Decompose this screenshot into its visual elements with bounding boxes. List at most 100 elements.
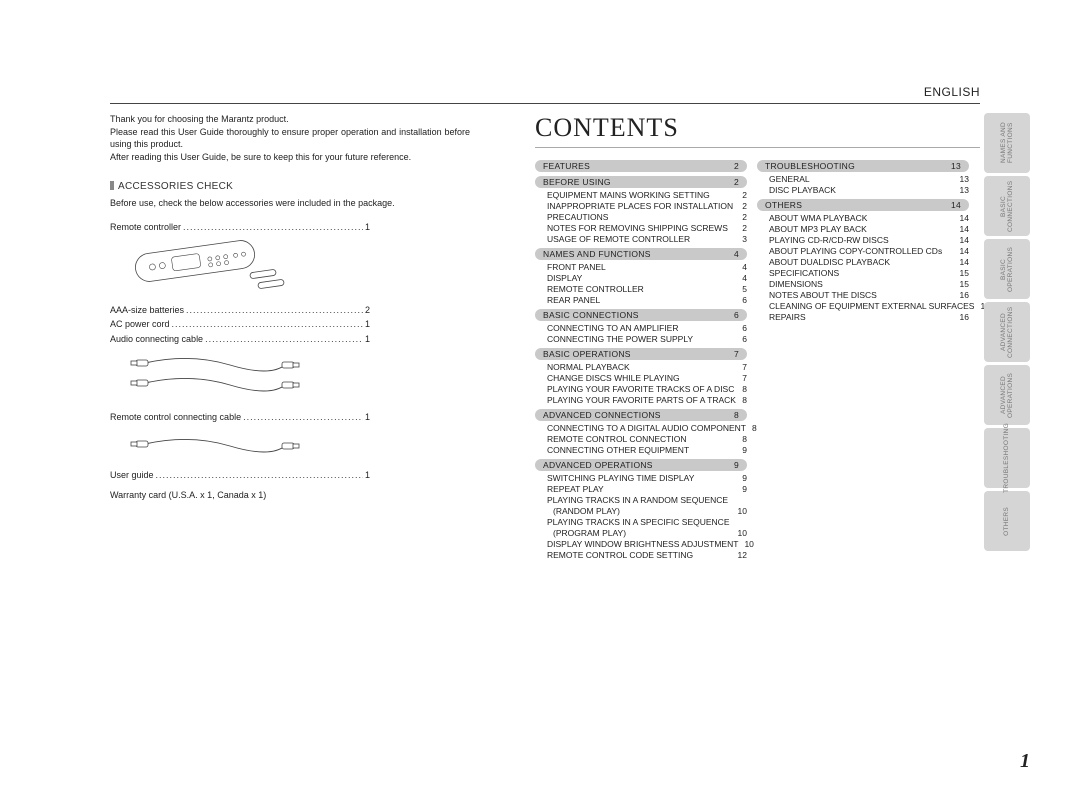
- toc-entry: GENERAL13: [757, 174, 969, 184]
- toc-entry-page: 9: [732, 460, 739, 470]
- toc-entry: DIMENSIONS15: [757, 279, 969, 289]
- accessory-row: Remote controller 1: [110, 221, 370, 233]
- toc-entry-page: 6: [740, 295, 747, 305]
- accessory-label: Audio connecting cable: [110, 333, 203, 345]
- toc-entry: (PROGRAM PLAY) 10: [535, 528, 747, 538]
- toc-entry-label: DISPLAY: [547, 273, 582, 283]
- toc-entry-page: 10: [736, 528, 747, 538]
- toc-section-heading: BASIC CONNECTIONS6: [535, 309, 747, 321]
- toc-entry: USAGE OF REMOTE CONTROLLER3: [535, 234, 747, 244]
- accessory-qty: 1: [365, 469, 370, 481]
- toc-entry: CONNECTING TO AN AMPLIFIER 6: [535, 323, 747, 333]
- side-index-tabs: NAMES AND FUNCTIONS BASIC CONNECTIONS BASI…: [984, 113, 1030, 551]
- toc-entry: REAR PANEL 6: [535, 295, 747, 305]
- toc-section-heading: TROUBLESHOOTING13: [757, 160, 969, 172]
- side-tab-label: NAMES AND FUNCTIONS: [1000, 113, 1014, 173]
- toc-entry-label: REAR PANEL: [547, 295, 600, 305]
- toc-entry-page: 14: [958, 235, 969, 245]
- toc-columns: FEATURES2BEFORE USING2EQUIPMENT MAINS WO…: [535, 156, 980, 561]
- toc-entry: CLEANING OF EQUIPMENT EXTERNAL SURFACES1…: [757, 301, 969, 311]
- toc-entry-label: (PROGRAM PLAY): [553, 528, 626, 538]
- toc-section-heading: ADVANCED OPERATIONS 9: [535, 459, 747, 471]
- toc-entry: CHANGE DISCS WHILE PLAYING7: [535, 373, 747, 383]
- toc-entry: PLAYING TRACKS IN A SPECIFIC SEQUENCE: [535, 517, 747, 527]
- toc-entry: PLAYING TRACKS IN A RANDOM SEQUENCE: [535, 495, 747, 505]
- toc-entry-label: NOTES FOR REMOVING SHIPPING SCREWS: [547, 223, 728, 233]
- accessory-qty: 1: [365, 318, 370, 330]
- toc-entry-label: CHANGE DISCS WHILE PLAYING: [547, 373, 680, 383]
- toc-entry-page: 2: [740, 190, 747, 200]
- side-tab-label: ADVANCED CONNECTIONS: [1000, 302, 1014, 362]
- toc-entry: REPEAT PLAY 9: [535, 484, 747, 494]
- toc-entry-label: DISC PLAYBACK: [769, 185, 836, 195]
- side-tab-label: BASIC CONNECTIONS: [1000, 176, 1014, 236]
- side-tab-label: BASIC OPERATIONS: [1000, 239, 1014, 299]
- toc-section-heading: BEFORE USING 2: [535, 176, 747, 188]
- accessory-label: Remote controller: [110, 221, 181, 233]
- toc-entry-label: SWITCHING PLAYING TIME DISPLAY: [547, 473, 694, 483]
- toc-entry-label: PLAYING YOUR FAVORITE TRACKS OF A DISC: [547, 384, 734, 394]
- toc-entry: REPAIRS16: [757, 312, 969, 322]
- toc-entry: REMOTE CONTROL CODE SETTING12: [535, 550, 747, 560]
- contents-block: CONTENTS FEATURES2BEFORE USING2EQUIPMENT…: [535, 113, 980, 561]
- accessory-label: AC power cord: [110, 318, 170, 330]
- intro-line: Please read this User Guide thoroughly t…: [110, 126, 470, 150]
- toc-entry-page: 16: [958, 290, 969, 300]
- page-number: 1: [1020, 750, 1030, 773]
- toc-entry-label: PRECAUTIONS: [547, 212, 608, 222]
- toc-entry-page: 6: [740, 323, 747, 333]
- toc-entry-label: TROUBLESHOOTING: [765, 161, 855, 171]
- toc-entry-page: 4: [740, 273, 747, 283]
- toc-section-heading: FEATURES2: [535, 160, 747, 172]
- toc-section-heading: NAMES AND FUNCTIONS 4: [535, 248, 747, 260]
- toc-entry-page: 8: [740, 395, 747, 405]
- contents-heading: CONTENTS: [535, 113, 980, 143]
- toc-entry: DISC PLAYBACK13: [757, 185, 969, 195]
- toc-entry-page: 4: [732, 249, 739, 259]
- toc-entry-page: 9: [740, 484, 747, 494]
- toc-entry-label: REMOTE CONTROL CODE SETTING: [547, 550, 693, 560]
- toc-entry-label: ADVANCED OPERATIONS: [543, 460, 653, 470]
- toc-entry-page: 2: [732, 177, 739, 187]
- toc-section-heading: ADVANCED CONNECTIONS8: [535, 409, 747, 421]
- side-tab: ADVANCED OPERATIONS: [984, 365, 1030, 425]
- accessory-qty: 2: [365, 304, 370, 316]
- contents-rule: [535, 147, 980, 148]
- toc-section-heading: BASIC OPERATIONS7: [535, 348, 747, 360]
- toc-entry: REMOTE CONTROL CONNECTION8: [535, 434, 747, 444]
- accessory-row: AAA-size batteries 2: [110, 304, 370, 316]
- accessory-row: AC power cord 1: [110, 318, 370, 330]
- accessory-row: Audio connecting cable 1: [110, 333, 370, 345]
- toc-entry: (RANDOM PLAY)10: [535, 506, 747, 516]
- toc-entry-label: ABOUT WMA PLAYBACK: [769, 213, 867, 223]
- toc-entry-page: 7: [740, 362, 747, 372]
- remote-controller-illustration: [130, 239, 470, 294]
- toc-entry-label: NAMES AND FUNCTIONS: [543, 249, 651, 259]
- toc-entry-label: CONNECTING TO AN AMPLIFIER: [547, 323, 678, 333]
- toc-entry-label: BEFORE USING: [543, 177, 611, 187]
- toc-entry-page: 6: [740, 334, 747, 344]
- leader-dots: [243, 411, 363, 423]
- intro-text: Thank you for choosing the Marantz produ…: [110, 113, 470, 164]
- toc-entry-page: 2: [740, 201, 747, 211]
- toc-entry-label: REPEAT PLAY: [547, 484, 604, 494]
- toc-entry: DISPLAY WINDOW BRIGHTNESS ADJUSTMENT10: [535, 539, 747, 549]
- toc-entry-label: FRONT PANEL: [547, 262, 606, 272]
- accessory-row: User guide 1: [110, 469, 370, 481]
- accessory-qty: 1: [365, 411, 370, 423]
- toc-entry-page: 13: [958, 174, 969, 184]
- toc-entry-page: 15: [958, 268, 969, 278]
- toc-entry: PLAYING YOUR FAVORITE PARTS OF A TRACK8: [535, 395, 747, 405]
- leader-dots: [156, 469, 363, 481]
- toc-entry-label: BASIC CONNECTIONS: [543, 310, 639, 320]
- toc-entry-page: 2: [740, 223, 747, 233]
- accessories-heading: ACCESSORIES CHECK: [110, 180, 470, 194]
- side-tab-label: TROUBLESHOOTING: [1003, 423, 1010, 493]
- toc-entry-label: DISPLAY WINDOW BRIGHTNESS ADJUSTMENT: [547, 539, 738, 549]
- remote-cable-illustration: [130, 429, 470, 459]
- intro-line: Thank you for choosing the Marantz produ…: [110, 113, 470, 125]
- accessory-qty: 1: [365, 221, 370, 233]
- toc-entry-page: 5: [740, 284, 747, 294]
- toc-entry-page: 2: [732, 161, 739, 171]
- toc-entry-page: 3: [740, 234, 747, 244]
